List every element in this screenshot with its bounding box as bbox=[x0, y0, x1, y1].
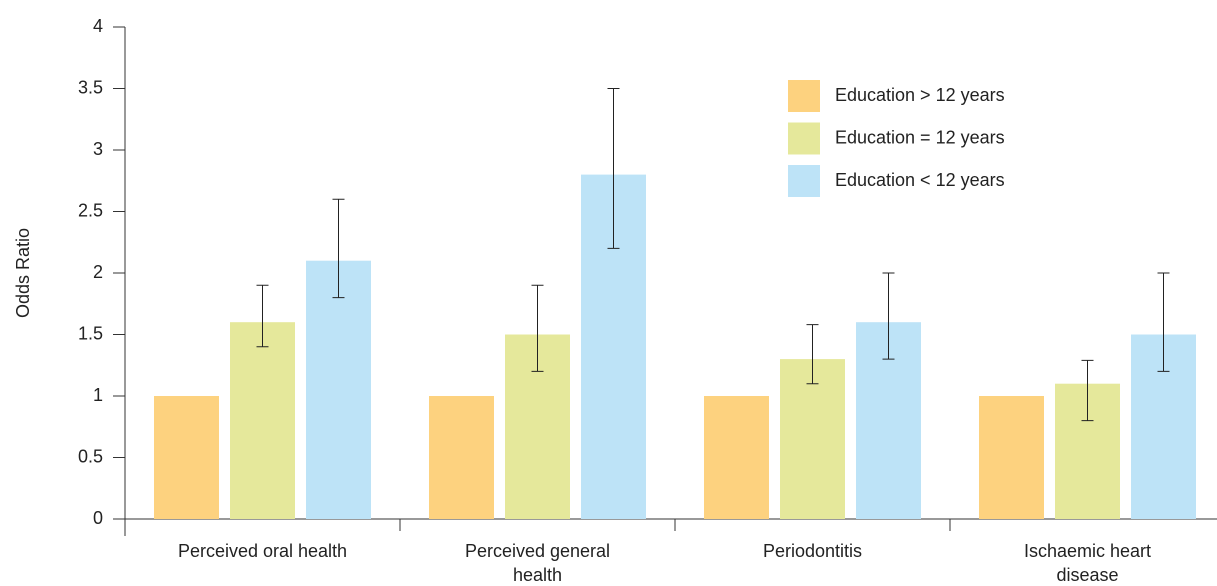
legend-swatch bbox=[788, 122, 820, 155]
y-tick-label: 3 bbox=[93, 139, 103, 159]
error-bar bbox=[882, 272, 895, 360]
error-bar bbox=[531, 284, 544, 372]
legend-swatch bbox=[788, 165, 820, 197]
legend-label: Education = 12 years bbox=[835, 127, 1005, 147]
bar bbox=[230, 322, 295, 519]
legend-swatch bbox=[788, 80, 820, 112]
error-bar bbox=[607, 88, 620, 249]
y-tick-label: 2 bbox=[93, 262, 103, 282]
y-tick-label: 1.5 bbox=[78, 323, 103, 343]
x-tick-label: Perceived oral health bbox=[177, 541, 348, 561]
y-tick-label: 4 bbox=[93, 16, 103, 36]
y-tick-label: 2.5 bbox=[78, 200, 103, 220]
bar bbox=[704, 396, 769, 519]
x-tick-label: Ischaemic heart disease bbox=[1023, 541, 1152, 585]
x-tick-label: Periodontitis bbox=[762, 541, 863, 561]
bar bbox=[154, 396, 219, 519]
y-tick-label: 0 bbox=[93, 508, 103, 528]
bar bbox=[306, 260, 371, 519]
bar bbox=[780, 359, 845, 519]
error-bar bbox=[1081, 359, 1094, 422]
legend-label: Education > 12 years bbox=[835, 85, 1005, 105]
x-tick-label: Perceived general health bbox=[464, 541, 611, 585]
error-bar bbox=[806, 324, 819, 385]
y-tick-label: 0.5 bbox=[78, 446, 103, 466]
error-bar bbox=[332, 198, 345, 299]
y-tick-label: 1 bbox=[93, 385, 103, 405]
legend-label: Education < 12 years bbox=[835, 170, 1005, 190]
error-bar bbox=[256, 284, 269, 348]
bar bbox=[979, 396, 1044, 519]
y-axis-label: Odds Ratio bbox=[13, 228, 33, 318]
bar bbox=[429, 396, 494, 519]
y-tick-label: 3.5 bbox=[78, 77, 103, 97]
error-bar bbox=[1157, 272, 1170, 372]
